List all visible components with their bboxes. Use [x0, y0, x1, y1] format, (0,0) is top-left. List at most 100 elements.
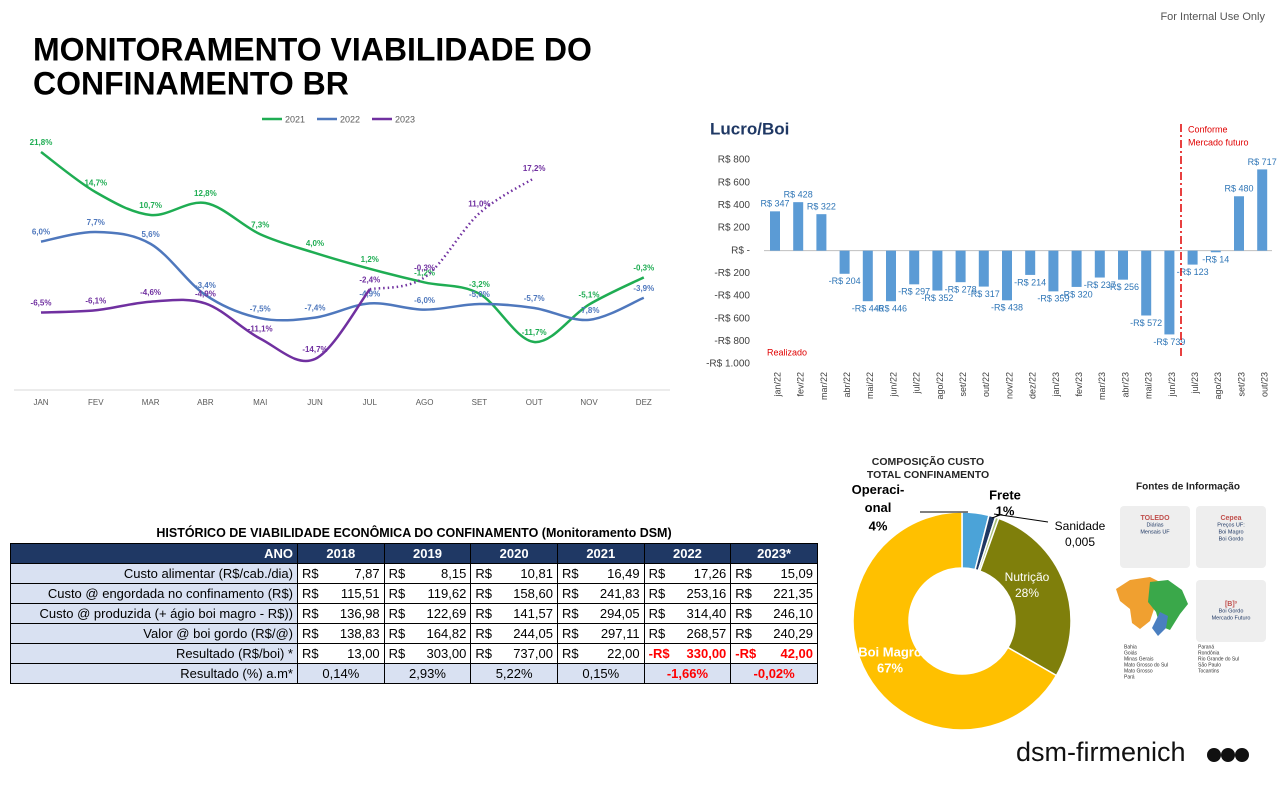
state-name: Paraná: [1198, 644, 1214, 650]
table-row: Valor @ boi gordo (R$/@) R$ 138,83 R$ 164,…: [10, 623, 818, 644]
x-tick-label: OUT: [526, 398, 543, 407]
state-name: Mato Grosso: [1124, 668, 1153, 674]
table-cell: R$ 17,26: [643, 563, 732, 584]
legend-label: 2022: [340, 114, 360, 124]
table-cell: Valor @ boi gordo (R$/@): [10, 623, 298, 644]
table-block: HISTÓRICO DE VIABILIDADE ECONÔMICA DO CO…: [10, 524, 818, 684]
source-text: Mercado Futuro: [1212, 615, 1251, 621]
series-line: [40, 150, 645, 344]
bar: [770, 211, 780, 251]
slice-label-line: Operaci-: [852, 482, 905, 497]
x-tick-label: fev/23: [1074, 372, 1084, 397]
data-label: R$ 347: [760, 199, 789, 209]
table-cell: R$ 158,60: [470, 583, 558, 604]
state-name: Rondônia: [1198, 650, 1220, 656]
bar: [1234, 196, 1244, 251]
slice-label-line: onal: [865, 500, 892, 515]
table-cell: 5,22%: [470, 663, 558, 684]
data-label: 12,8%: [194, 189, 217, 198]
table-cell: 2018: [297, 543, 385, 564]
table-row: Custo @ produzida (+ ágio boi magro - R$…: [10, 603, 818, 624]
table-cell: Resultado (R$/boi) *: [10, 643, 298, 664]
data-label: -0,3%: [414, 263, 435, 272]
x-tick-label: NOV: [580, 398, 598, 407]
table-cell: R$ 253,16: [643, 583, 732, 604]
table-cell: R$ 737,00: [470, 643, 558, 664]
source-text: Preços UF:: [1217, 522, 1245, 528]
table-header: ANO 2018 2019 2020 2021 2022 2023*: [10, 543, 818, 564]
legend-label: 2023: [395, 114, 415, 124]
data-label: -6,5%: [31, 299, 52, 308]
slice-value: 0,005: [1065, 535, 1095, 549]
data-label: -5,1%: [579, 291, 600, 300]
bar: [1002, 250, 1012, 301]
table-cell: R$ 314,40: [643, 603, 732, 624]
table-cell: -1,66%: [643, 663, 732, 684]
x-tick-label: JUL: [363, 398, 378, 407]
bar: [1094, 250, 1105, 278]
logo-dot: [1221, 748, 1235, 762]
slice-label: Operaci-onal: [852, 482, 905, 515]
sources-title: Fontes de Informação: [1136, 482, 1240, 493]
data-label: -R$ 359: [1037, 294, 1069, 304]
y-tick-label: R$ 200: [718, 223, 751, 234]
table-cell: 2,93%: [383, 663, 472, 684]
x-tick-label: set/23: [1236, 372, 1246, 397]
bar: [1257, 169, 1268, 251]
data-label: -R$ 297: [898, 287, 930, 297]
table-cell: R$ 221,35: [730, 583, 818, 604]
slice-value: 28%: [1015, 586, 1039, 600]
slice-label: Boi Magro: [858, 644, 922, 659]
pie-slice: [978, 517, 1072, 677]
bar: [793, 202, 804, 251]
leader-line: [991, 514, 1001, 519]
slice-value: 67%: [877, 660, 903, 675]
y-tick-label: -R$ 1.000: [706, 359, 750, 370]
data-label: -R$ 204: [829, 276, 861, 286]
table-cell: R$ 268,57: [643, 623, 732, 644]
data-label: -R$ 739: [1153, 337, 1185, 347]
data-label: -R$ 237: [1084, 280, 1116, 290]
x-tick-label: abr/22: [842, 372, 852, 398]
pie-slice: [852, 511, 1058, 731]
table-cell: R$ 297,11: [556, 623, 645, 644]
table-cell: 2023*: [730, 543, 818, 564]
x-tick-label: FEV: [88, 398, 104, 407]
table-cell: R$ 119,62: [383, 583, 472, 604]
x-tick-label: jul/22: [912, 372, 922, 395]
x-tick-label: jan/22: [772, 372, 782, 398]
x-tick-label: abr/23: [1120, 372, 1130, 398]
source-text: [B]³: [1225, 601, 1238, 608]
data-label: -R$ 214: [1014, 277, 1046, 287]
table-cell: Custo alimentar (R$/cab./dia): [10, 563, 298, 584]
bar: [816, 214, 827, 251]
state-name: São Paulo: [1198, 662, 1221, 668]
data-label: 7,7%: [87, 218, 105, 227]
x-tick-label: out/23: [1260, 372, 1270, 397]
x-tick-label: fev/22: [796, 372, 806, 397]
logo-dot: [1235, 748, 1249, 762]
map-shape: [1152, 612, 1168, 636]
table-cell: R$ 22,00: [556, 643, 645, 664]
logo-dot: [1207, 748, 1221, 762]
data-label: -3,9%: [633, 284, 654, 293]
y-tick-label: R$ 800: [718, 155, 751, 166]
table-cell: ANO: [10, 543, 298, 564]
table-cell: 2019: [383, 543, 472, 564]
annotation: Realizado: [767, 347, 807, 357]
x-tick-label: DEZ: [636, 398, 652, 407]
source-card: [1120, 506, 1190, 568]
bar: [1141, 250, 1152, 316]
table-cell: R$ 10,81: [470, 563, 558, 584]
x-tick-label: jan/23: [1051, 372, 1061, 398]
bar: [839, 250, 850, 274]
y-tick-label: -R$ 200: [714, 268, 750, 279]
x-tick-label: jul/23: [1190, 372, 1200, 395]
x-tick-label: ago/23: [1213, 372, 1223, 400]
data-label: -R$ 123: [1177, 267, 1209, 277]
source-text: TOLEDO: [1140, 515, 1170, 522]
leader-line: [993, 513, 1049, 523]
table-cell: Resultado (%) a.m*: [10, 663, 298, 684]
table-cell: 0,14%: [297, 663, 385, 684]
